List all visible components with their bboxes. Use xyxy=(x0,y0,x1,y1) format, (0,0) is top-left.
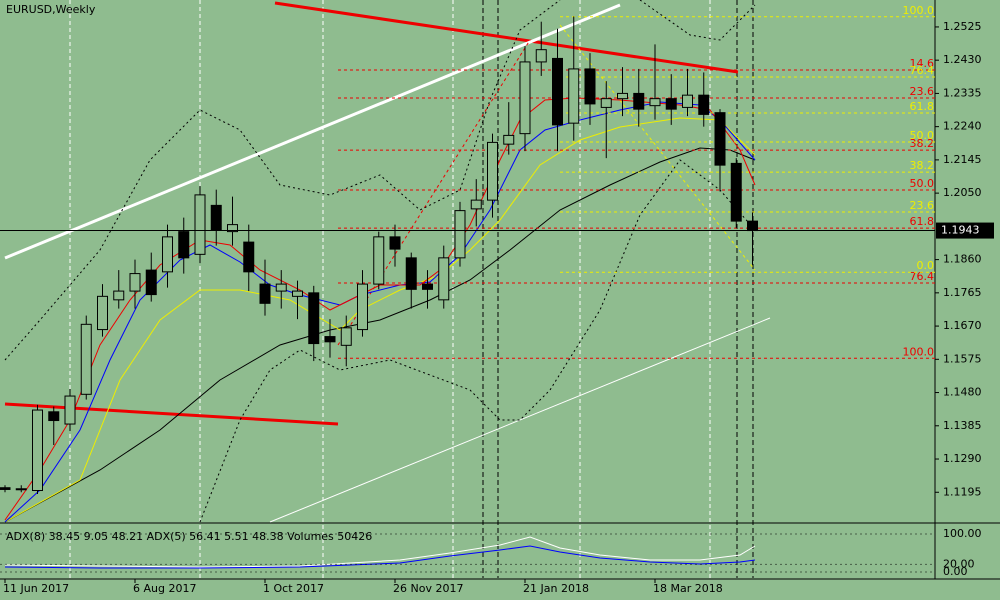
indicator-label: ADX(8) 38.45 9.05 48.21 ADX(5) 56.41 5.5… xyxy=(6,530,372,543)
fib-label: 50.0 xyxy=(910,177,935,190)
y-tick-label: 1.1290 xyxy=(943,452,982,465)
candle-body xyxy=(682,94,693,108)
candle-body xyxy=(194,194,206,255)
candle-body xyxy=(649,98,661,107)
candle-body xyxy=(454,210,466,259)
current-price-box xyxy=(936,222,994,239)
chart-title: EURUSD,Weekly xyxy=(6,3,96,16)
candle-body xyxy=(438,257,450,301)
fib-label: 38.2 xyxy=(910,137,935,150)
candle-body xyxy=(552,57,563,126)
y-tick-label: 1.1480 xyxy=(943,386,982,399)
decorations xyxy=(4,0,771,578)
candle-body xyxy=(48,411,60,422)
fib-label: 0.0 xyxy=(917,259,935,272)
fib-label: 100.0 xyxy=(903,4,935,17)
y-tick-label: 1.1860 xyxy=(943,253,982,266)
x-tick-label: 18 Mar 2018 xyxy=(653,582,723,595)
candle-body xyxy=(665,98,677,110)
candle-body xyxy=(210,204,222,231)
candle-body xyxy=(730,162,742,222)
candle-body xyxy=(470,199,482,210)
candle-body xyxy=(698,94,710,115)
y-tick-label: 1.1670 xyxy=(943,319,982,332)
candle-body xyxy=(405,257,417,290)
candle-body xyxy=(178,231,190,259)
candle-body xyxy=(145,269,157,296)
y-tick-label: 1.2145 xyxy=(943,153,982,166)
y-tick-label: 1.2430 xyxy=(943,53,982,66)
candle-body xyxy=(519,61,531,135)
sub-y-tick-label: 100.00 xyxy=(943,527,982,540)
candle-body xyxy=(633,92,645,110)
fib-label: 76.4 xyxy=(910,270,935,283)
y-tick-label: 1.2525 xyxy=(943,20,982,33)
candle-body xyxy=(227,224,238,233)
x-tick-label: 1 Oct 2017 xyxy=(263,582,324,595)
sub-y-tick-label: 20.00 xyxy=(943,557,975,570)
fib-label: 61.8 xyxy=(910,215,935,228)
y-tick-label: 1.2335 xyxy=(943,86,982,99)
fib-label: 50.0 xyxy=(910,129,935,142)
candle-body xyxy=(15,488,27,491)
candle-body xyxy=(747,220,758,232)
candle-body xyxy=(308,292,320,345)
fib-label: 14.6 xyxy=(910,57,935,70)
fib-label: 100.0 xyxy=(903,345,935,358)
candle-body xyxy=(324,336,336,343)
candle-body xyxy=(714,112,726,166)
candle-body xyxy=(487,141,498,201)
sub-y-tick-label: 0.00 xyxy=(943,565,968,578)
candle-body xyxy=(243,241,255,273)
candle-body xyxy=(292,290,303,297)
candle-body xyxy=(503,134,515,145)
candle-body xyxy=(259,283,271,304)
candle-body xyxy=(80,323,92,395)
candle-body xyxy=(64,395,76,425)
candle-body xyxy=(97,295,108,331)
y-tick-label: 1.2240 xyxy=(943,120,982,133)
candle-body xyxy=(422,283,433,290)
fib-label: 23.6 xyxy=(910,199,935,212)
x-tick-label: 21 Jan 2018 xyxy=(523,582,589,595)
candle-body xyxy=(275,283,287,292)
candle-body xyxy=(584,68,596,105)
candle-body xyxy=(113,290,125,301)
x-tick-label: 6 Aug 2017 xyxy=(133,582,196,595)
x-tick-label: 11 Jun 2017 xyxy=(3,582,69,595)
fib-label: 23.6 xyxy=(910,85,935,98)
candle-body xyxy=(357,283,368,331)
candle-body xyxy=(389,236,401,250)
x-tick-label: 26 Nov 2017 xyxy=(393,582,463,595)
y-tick-label: 1.2050 xyxy=(943,186,982,199)
fib-label: 76.4 xyxy=(910,64,935,77)
candle-body xyxy=(535,49,547,63)
y-tick-label: 1.1195 xyxy=(943,485,982,498)
candle-body xyxy=(373,236,385,285)
current-price-label: 1.1943 xyxy=(941,224,980,237)
candle-body xyxy=(568,68,580,124)
y-tick-label: 1.1385 xyxy=(943,419,982,432)
y-tick-label: 1.1575 xyxy=(943,352,982,365)
candle-body xyxy=(0,487,11,490)
candle-body xyxy=(340,327,352,346)
y-tick-label: 1.1765 xyxy=(943,286,982,299)
candle-body xyxy=(617,92,628,100)
fib-label: 61.8 xyxy=(910,100,935,113)
candle-body xyxy=(600,98,612,108)
candle-body xyxy=(32,409,43,492)
candle-body xyxy=(129,273,141,292)
candle-body xyxy=(162,236,173,273)
fib-label: 38.2 xyxy=(910,159,935,172)
